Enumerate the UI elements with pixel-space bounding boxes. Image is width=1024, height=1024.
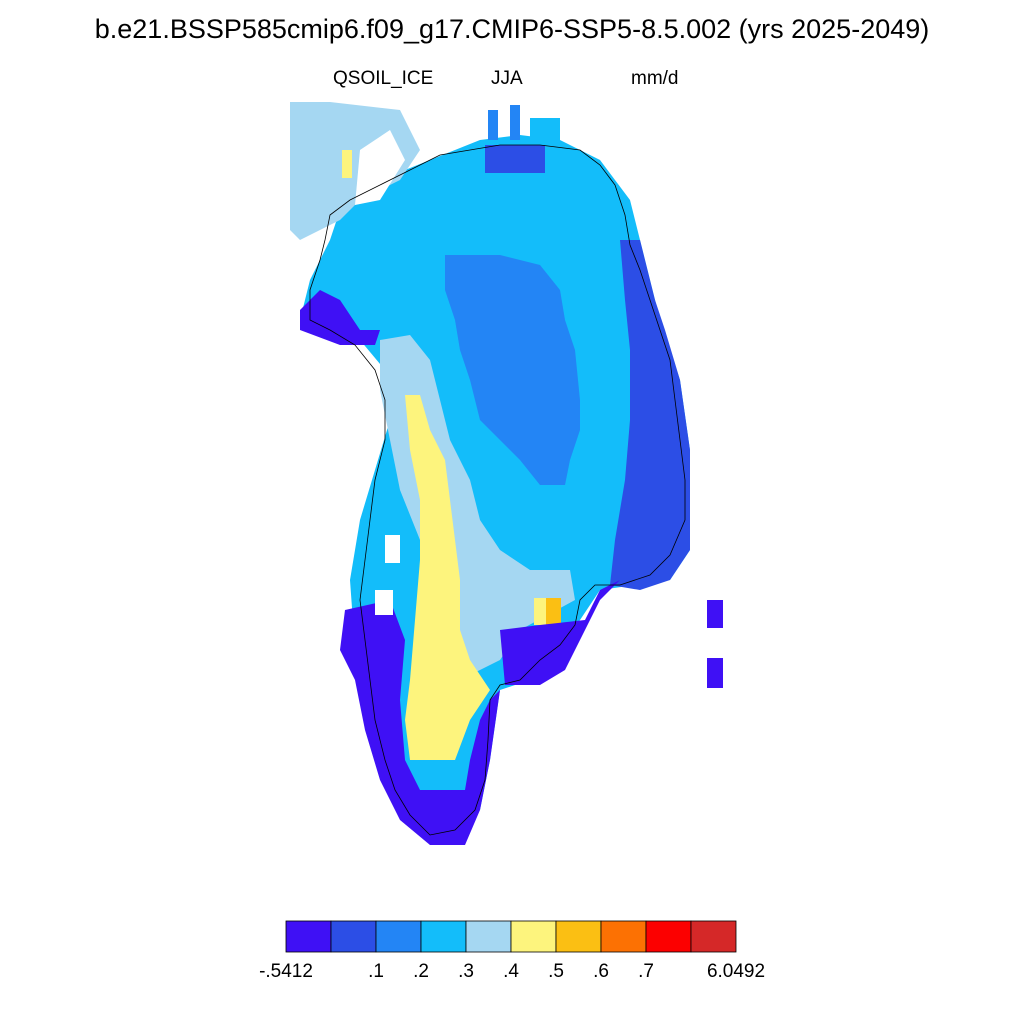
colorbar-swatch-9 (690, 920, 737, 953)
plot-title: b.e21.BSSP585cmip6.f09_g17.CMIP6-SSP5-8.… (94, 14, 930, 44)
region-east-margin (610, 240, 690, 590)
units-label: mm/d (631, 68, 679, 89)
colorbar-swatch-4 (465, 920, 512, 953)
region-south-margin (500, 580, 620, 685)
region-southwest-margin (340, 600, 500, 845)
variable-label: QSOIL_ICE (333, 68, 434, 89)
colorbar-swatch-8 (645, 920, 692, 953)
colorbar-swatch-2 (375, 920, 422, 953)
region-central-plateau (445, 255, 580, 485)
colorbar-swatch-0 (285, 920, 332, 953)
region-west-gap-2 (375, 590, 393, 615)
region-orange-spot (546, 598, 561, 625)
coastline (309, 144, 686, 836)
region-northwest-margin (300, 290, 380, 345)
colorbar-tick-label: .6 (593, 961, 609, 982)
colorbar-swatch-1 (330, 920, 377, 953)
colorbar-tick-label: .5 (548, 961, 564, 982)
colorbar-swatch-3 (420, 920, 467, 953)
region-north-rim-3 (530, 118, 560, 142)
region-west-gap-1 (385, 535, 400, 563)
colorbar-swatch-6 (555, 920, 602, 953)
region-north-rim-4 (485, 145, 545, 173)
region-northwest-gap (355, 130, 405, 205)
region-west-light-band (380, 335, 575, 680)
region-yellow-spot (534, 598, 546, 625)
region-northwest-yellow (342, 150, 352, 178)
colorbar-swatch-7 (600, 920, 647, 953)
colorbar-tick-label: .7 (638, 961, 654, 982)
colorbar-swatch-5 (510, 920, 557, 953)
colorbar-tick-label: .3 (458, 961, 474, 982)
region-east-island-2 (707, 658, 723, 688)
region-yellow-strip (405, 395, 490, 760)
region-north-rim-1 (488, 110, 498, 140)
region-north-rim-2 (510, 105, 520, 140)
region-east-island-1 (707, 600, 723, 628)
colorbar-tick-label: -.5412 (259, 961, 313, 982)
colorbar-tick-label: .2 (413, 961, 429, 982)
colorbar-tick-label: .1 (368, 961, 384, 982)
colorbar-tick-label: .4 (503, 961, 519, 982)
colorbar-tick-label: 6.0492 (706, 961, 766, 982)
season-label: JJA (491, 68, 523, 89)
